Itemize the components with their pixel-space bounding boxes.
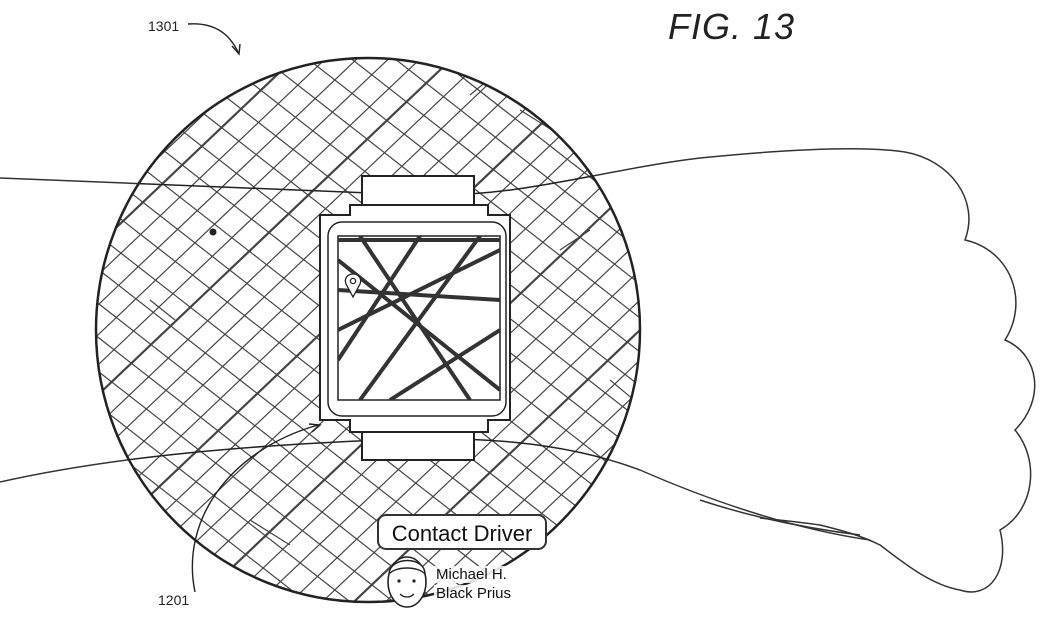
map-street [40,633,700,638]
smartwatch [320,176,510,460]
map-street [40,603,700,638]
map-street [650,370,680,390]
map-street [40,0,700,25]
map-street [40,0,700,59]
map-street [40,0,700,30]
map-street [40,0,700,60]
driver-avatar-icon [388,557,426,607]
driver-name: Michael H. [434,566,509,583]
map-marker-dot [210,229,217,236]
driver-car: Black Prius [434,585,513,602]
figure-title: FIG. 13 [668,6,795,48]
map-street [40,632,700,638]
reference-label-1201: 1201 [158,592,189,608]
map-street [40,598,700,638]
reference-label-1301: 1301 [148,18,179,34]
contact-driver-button[interactable]: Contact Driver [377,514,547,550]
